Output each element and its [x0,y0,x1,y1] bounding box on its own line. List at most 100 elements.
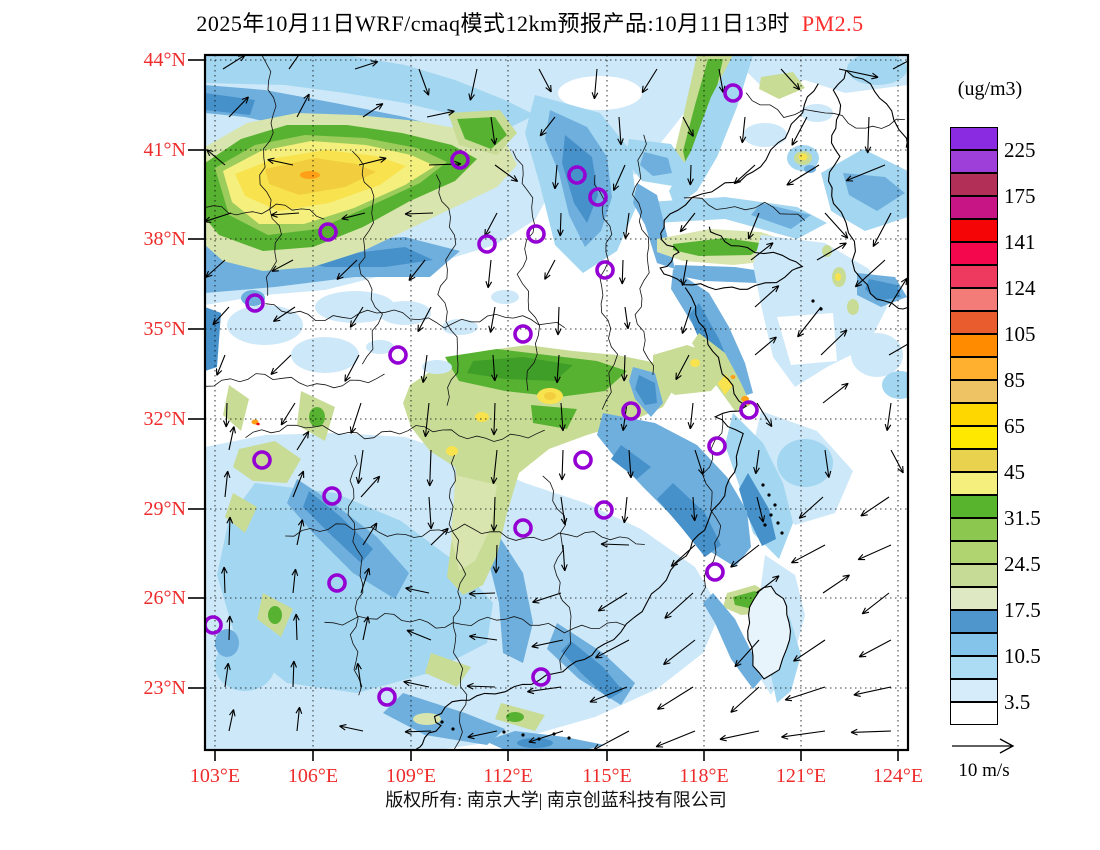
city-marker [205,615,223,635]
wind-vector [223,470,231,498]
pm25-fill-region [798,153,808,161]
province-border [259,55,282,296]
wind-vector [623,306,631,330]
wind-vector [341,212,366,221]
wind-vector [408,259,426,281]
wind-vector [490,402,498,436]
wind-vector [560,496,568,525]
wind-vector [888,343,908,356]
wind-vector [591,68,599,100]
island-dot [767,493,771,497]
wind-vector [656,686,694,710]
wind-vector [539,116,556,137]
pm25-fill-region [422,360,452,374]
wind-vector [872,212,892,248]
wind-vector [290,660,298,688]
wind-vector [420,354,428,383]
colorbar-box [950,633,998,656]
wind-vector [857,544,892,561]
copyright-text: 版权所有: 南京大学| 南京创蓝科技有限公司 [385,790,727,810]
wind-vector [864,116,872,154]
colorbar-label: 3.5 [1004,690,1031,714]
colorbar-box [950,380,998,403]
wind-vector [494,164,519,183]
pm25-fill-region [256,422,260,426]
wind-vector [296,93,310,118]
wind-vector [670,544,696,567]
colorbar-box [950,702,998,725]
pm25-fill-region [531,405,577,429]
pm25-fill-region [673,238,766,256]
wind-vector [404,210,434,218]
colorbar-label: 10.5 [1004,644,1041,668]
city-marker [588,187,608,207]
island-dot [521,733,525,737]
pm25-fill-region [835,273,841,281]
wind-vector [822,574,850,594]
pm25-fill-region [801,104,833,122]
lat-axis-label: 23°N [143,677,186,699]
pm25-fill-region [475,412,489,422]
wind-vector [620,354,628,382]
pm25-fill-region [653,345,727,395]
island-dot [763,523,767,527]
wind-vector [228,709,236,732]
wind-vector [267,157,294,166]
wind-vector [663,639,696,666]
wind-vector [627,449,634,479]
wind-vector [694,449,705,476]
city-marker [513,324,533,344]
city-marker [318,222,338,242]
wind-vector [824,212,849,239]
city-marker [531,667,551,687]
wind-vector [664,592,694,619]
city-marker [594,500,614,520]
island-dot [502,730,506,734]
wind-vector [362,103,384,118]
wind-vector [527,686,562,695]
wind-vector [295,706,303,732]
lat-axis-label: 29°N [143,498,186,520]
province-border [435,174,459,406]
pm25-fill-region [725,413,793,559]
pm25-fill-region [633,183,675,269]
wind-vector [790,544,826,564]
wind-vector [492,544,500,574]
pm25-fill-region [442,319,478,335]
colorbar-box [950,219,998,242]
wind-vector [422,402,430,438]
wind-vector [884,402,892,431]
wind-vector [206,149,226,166]
wind-vector [892,60,908,70]
pm25-fill-region [777,439,833,487]
island-dot [773,503,777,507]
wind-vector [890,449,904,474]
wind-vector [617,116,624,146]
city-marker [252,450,272,470]
pm25-fill-region [739,473,776,546]
city-marker [327,573,347,593]
wind-vector [485,259,493,289]
pm25-fill-region [544,392,556,400]
lon-axis-label: 124°E [872,765,924,787]
wind-vector [406,629,432,641]
wind-vector [554,354,561,384]
province-border [351,150,383,365]
wind-vector [355,662,362,688]
colorbar-label: 175 [1004,184,1036,208]
pm25-fill-region [291,337,359,373]
wind-vector [734,639,760,668]
pm25-fill-region [506,712,524,722]
city-marker [450,150,470,170]
title-main: 2025年10月11日WRF/cmaq模式12km预报产品:10月11日13时 [196,11,790,36]
wind-vector [733,164,756,185]
wind-vector [344,354,360,382]
wind-vector [850,728,892,736]
wind-vector [339,724,364,732]
pm25-fill-region [851,333,903,377]
wind-vector [730,686,760,713]
province-border [512,150,541,391]
pm25-fill-region [843,173,905,211]
wind-vector [403,679,430,688]
wind-vector [336,259,358,281]
